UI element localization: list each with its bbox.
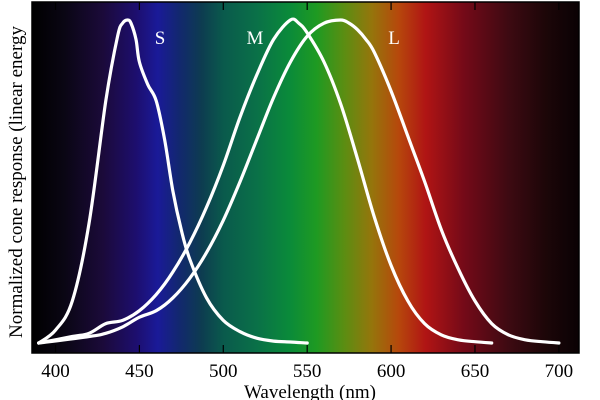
x-axis-label: Wavelength (nm) [244,382,376,400]
spectrum-background [32,2,579,353]
series-line-s [37,18,309,345]
series-line-m [37,17,494,345]
x-tick-label-650: 650 [461,361,490,382]
x-tick-label-500: 500 [209,361,238,382]
plot-frame [31,1,580,354]
x-tick-label-700: 700 [545,361,574,382]
x-axis: 400 450 500 550 600 650 700 [41,2,573,382]
series-line-l [37,18,561,345]
x-tick-label-400: 400 [41,361,70,382]
x-tick-label-600: 600 [377,361,406,382]
series-label-l: L [388,28,400,49]
x-tick-label-450: 450 [125,361,154,382]
series-group [37,17,561,345]
series-label-m: M [247,28,264,49]
x-tick-label-550: 550 [293,361,322,382]
y-axis-label: Normalized cone response (linear energy [6,26,27,338]
series-label-s: S [155,28,166,49]
